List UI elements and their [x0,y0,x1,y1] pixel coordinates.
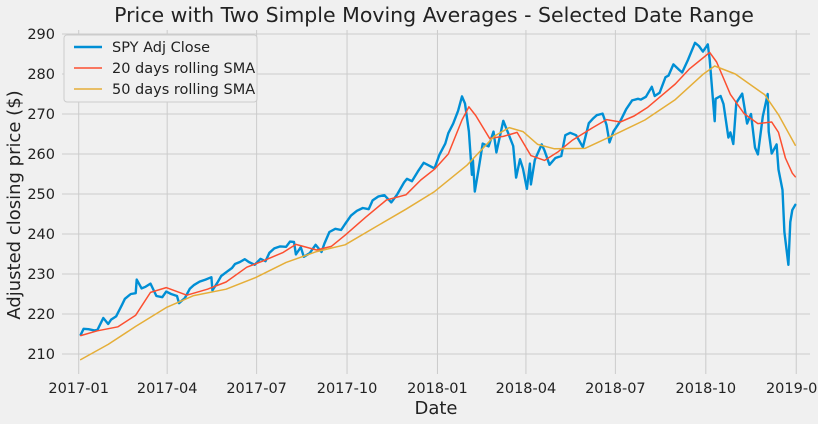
y-tick-label: 280 [27,67,55,83]
y-tick-labels: 210 220 230 240 250 260 270 280 290 [27,27,55,363]
x-tick-label: 2019-01 [766,381,818,397]
x-tick-label: 2017-10 [317,381,378,397]
x-tick-label: 2018-04 [496,381,557,397]
legend-label-sma20: 20 days rolling SMA [112,61,255,77]
chart-title: Price with Two Simple Moving Averages - … [114,3,754,27]
series-line-spy-adj-close [79,41,797,336]
series-layer [79,41,797,361]
y-tick-label: 230 [27,267,55,283]
y-tick-label: 290 [27,27,55,43]
legend-box [63,34,258,103]
y-tick-label: 250 [27,187,55,203]
x-tick-label: 2017-04 [137,381,198,397]
legend-label-spy: SPY Adj Close [112,40,210,56]
series-line-sma-20 [79,51,797,337]
y-tick-label: 240 [27,227,55,243]
series-line-sma-50 [79,65,797,361]
y-tick-label: 260 [27,147,55,163]
y-axis-title: Adjusted closing price ($) [4,90,25,319]
x-tick-label: 2017-07 [226,381,287,397]
y-tick-label: 220 [27,307,55,323]
x-tick-label: 2018-01 [407,381,468,397]
legend: SPY Adj Close 20 days rolling SMA 50 day… [63,34,258,103]
y-tick-label: 270 [27,107,55,123]
x-axis-title: Date [414,398,457,419]
y-tick-label: 210 [27,347,55,363]
x-tick-label: 2017-01 [48,381,109,397]
x-tick-labels: 2017-01 2017-04 2017-07 2017-10 2018-01 2018-… [48,381,818,397]
legend-label-sma50: 50 days rolling SMA [112,82,255,98]
x-tick-label: 2018-10 [676,381,737,397]
x-tick-label: 2018-07 [585,381,646,397]
